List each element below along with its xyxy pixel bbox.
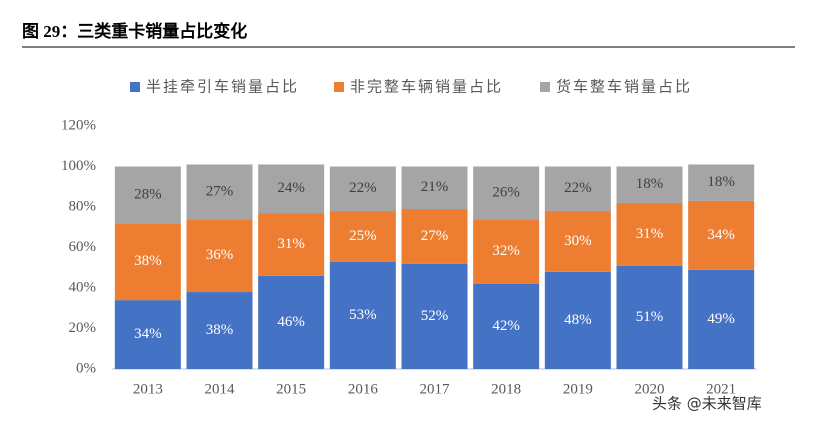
value-label: 32% bbox=[492, 243, 520, 259]
value-label: 34% bbox=[134, 326, 162, 342]
value-label: 52% bbox=[421, 308, 449, 324]
y-tick-label: 0% bbox=[76, 360, 96, 376]
bar-segment bbox=[186, 219, 253, 293]
bar-segment bbox=[401, 166, 468, 210]
value-label: 34% bbox=[707, 227, 735, 243]
y-tick-label: 20% bbox=[69, 320, 97, 336]
value-label: 21% bbox=[421, 179, 449, 195]
legend-swatch bbox=[334, 82, 344, 92]
value-label: 22% bbox=[349, 180, 377, 196]
value-label: 31% bbox=[277, 236, 305, 252]
bar-segment bbox=[473, 166, 540, 220]
value-label: 31% bbox=[636, 226, 664, 242]
bar-segment bbox=[114, 300, 181, 369]
bar-segment bbox=[688, 200, 755, 270]
bar-segment bbox=[616, 202, 683, 266]
value-label: 42% bbox=[492, 318, 520, 334]
value-label: 36% bbox=[206, 247, 234, 263]
bar-segment bbox=[186, 292, 253, 369]
x-tick-label: 2018 bbox=[491, 381, 521, 397]
value-label: 27% bbox=[421, 228, 449, 244]
value-label: 26% bbox=[492, 184, 520, 200]
bar-segment bbox=[401, 263, 468, 369]
bar-segment bbox=[401, 209, 468, 264]
bar-segment bbox=[258, 275, 325, 369]
y-tick-label: 100% bbox=[61, 158, 96, 174]
legend-label: 货车整车销量占比 bbox=[556, 78, 692, 95]
x-tick-label: 2013 bbox=[133, 381, 163, 397]
bar-segment bbox=[258, 213, 325, 276]
value-label: 30% bbox=[564, 233, 592, 249]
value-label: 46% bbox=[277, 314, 305, 330]
bar-segment bbox=[544, 166, 611, 212]
bar-segment bbox=[544, 211, 611, 272]
x-tick-label: 2017 bbox=[420, 381, 451, 397]
x-tick-label: 2021 bbox=[706, 381, 736, 397]
bar-segment bbox=[544, 271, 611, 369]
bar-segment bbox=[329, 166, 396, 212]
bar-segment bbox=[473, 219, 540, 284]
value-label: 22% bbox=[564, 180, 592, 196]
x-tick-label: 2016 bbox=[348, 381, 379, 397]
x-tick-label: 2019 bbox=[563, 381, 593, 397]
legend-label: 非完整车辆销量占比 bbox=[350, 78, 503, 95]
bar-segment bbox=[688, 269, 755, 369]
x-tick-label: 2014 bbox=[205, 381, 236, 397]
legend-label: 半挂牵引车销量占比 bbox=[146, 78, 299, 95]
bar-segment bbox=[473, 283, 540, 369]
value-label: 27% bbox=[206, 183, 234, 199]
value-label: 53% bbox=[349, 307, 377, 323]
value-label: 38% bbox=[134, 253, 162, 269]
y-tick-label: 120% bbox=[61, 117, 96, 133]
bar-segment bbox=[688, 164, 755, 201]
bar-segment bbox=[616, 265, 683, 369]
watermark: 头条 @未来智库 bbox=[652, 395, 762, 413]
chart-title: 图 29：三类重卡销量占比变化 bbox=[22, 21, 247, 41]
x-tick-label: 2015 bbox=[276, 381, 306, 397]
value-label: 49% bbox=[707, 311, 735, 327]
value-label: 28% bbox=[134, 186, 162, 202]
bar-segment bbox=[186, 164, 253, 220]
bar-segment bbox=[329, 211, 396, 262]
value-label: 38% bbox=[206, 322, 234, 338]
bar-segment bbox=[114, 166, 181, 224]
bar-segment bbox=[258, 164, 325, 214]
value-label: 25% bbox=[349, 228, 377, 244]
legend-swatch bbox=[130, 82, 140, 92]
y-tick-label: 80% bbox=[69, 198, 97, 214]
value-label: 24% bbox=[277, 180, 305, 196]
y-tick-label: 60% bbox=[69, 239, 97, 255]
bar-segment bbox=[114, 223, 181, 301]
bar-segment bbox=[329, 261, 396, 369]
value-label: 18% bbox=[636, 176, 664, 192]
value-label: 48% bbox=[564, 312, 592, 328]
legend-swatch bbox=[540, 82, 550, 92]
y-tick-label: 40% bbox=[69, 279, 97, 295]
value-label: 18% bbox=[707, 174, 735, 190]
bar-segment bbox=[616, 166, 683, 203]
value-label: 51% bbox=[636, 309, 664, 325]
x-tick-label: 2020 bbox=[635, 381, 665, 397]
